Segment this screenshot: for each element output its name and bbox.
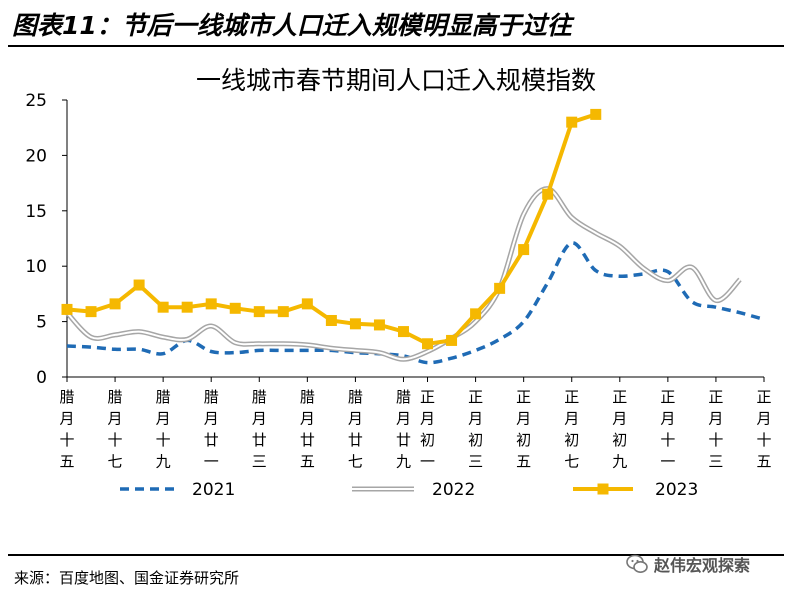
- data-point: [325, 314, 337, 326]
- x-tick-label: 正月初九: [612, 388, 627, 471]
- legend-item-2023: 2023: [573, 480, 698, 500]
- watermark: 赵伟宏观探索: [626, 551, 750, 577]
- chart-legend: 2021 2022 2023: [120, 480, 698, 500]
- x-tick-label: 腊月廿三: [252, 388, 267, 471]
- chart-title: 一线城市春节期间人口迁入规模指数: [196, 66, 596, 95]
- legend-label: 2021: [192, 480, 235, 500]
- source-note: 来源：百度地图、国金证券研究所: [14, 569, 240, 587]
- legend-item-2021: 2021: [120, 480, 235, 500]
- data-point: [205, 298, 217, 310]
- data-point: [301, 298, 313, 310]
- x-tick-label: 正月初五: [516, 388, 531, 471]
- x-tick-label: 正月十五: [756, 388, 771, 471]
- data-point: [542, 188, 554, 200]
- x-tick-label: 正月初七: [564, 388, 579, 471]
- x-tick-label: 腊月十七: [108, 388, 123, 471]
- bottom-divider: [8, 554, 784, 556]
- data-point: [109, 298, 121, 310]
- y-tick-label: 15: [25, 202, 47, 222]
- data-point: [85, 306, 97, 318]
- x-tick-label: 正月初一: [420, 388, 435, 471]
- data-point: [518, 244, 530, 256]
- data-point: [61, 303, 73, 315]
- x-tick-label: 腊月十五: [59, 388, 74, 471]
- series-line: [66, 241, 765, 365]
- x-tick-label: 腊月十九: [156, 388, 171, 471]
- data-point: [133, 279, 145, 291]
- data-point: [446, 334, 458, 346]
- data-point: [157, 301, 169, 313]
- data-point: [566, 116, 578, 128]
- chart-lines: [61, 108, 765, 365]
- y-tick-label: 10: [25, 257, 47, 277]
- data-point: [181, 301, 193, 313]
- data-point: [494, 282, 506, 294]
- data-point: [397, 326, 409, 338]
- series-2023: [61, 108, 602, 350]
- data-point: [422, 338, 434, 350]
- y-tick-label: 20: [25, 146, 47, 166]
- series-2022: [65, 186, 742, 362]
- data-point: [590, 108, 602, 120]
- x-tick-label: 腊月廿五: [300, 388, 315, 471]
- top-divider: [8, 45, 784, 47]
- series-line-inner: [66, 187, 741, 361]
- data-point: [373, 319, 385, 331]
- y-tick-label: 5: [36, 313, 47, 333]
- legend-marker: [597, 483, 609, 495]
- data-point: [470, 308, 482, 320]
- series-2021: [66, 241, 765, 365]
- watermark-text: 赵伟宏观探索: [654, 556, 751, 575]
- y-tick-label: 0: [36, 368, 47, 388]
- chart-axes: 0 5 10 15 20 25 腊月十五 腊月十七 腊月十九 腊月廿一 腊月廿三 腊月廿五 腊月廿七 腊月…: [25, 91, 771, 471]
- figure-title: 图表11：节后一线城市人口迁入规模明显高于过往: [12, 11, 572, 40]
- data-point: [349, 318, 361, 330]
- y-tick-label: 25: [25, 91, 47, 111]
- x-tick-label: 正月十三: [708, 388, 723, 471]
- legend-item-2022: 2022: [352, 480, 475, 500]
- legend-label: 2023: [655, 480, 698, 500]
- x-tick-label: 正月初三: [468, 388, 483, 471]
- legend-label: 2022: [432, 480, 475, 500]
- wechat-icon: [626, 554, 648, 573]
- x-tick-label: 腊月廿七: [348, 388, 363, 471]
- x-tick-label: 腊月廿一: [204, 388, 219, 471]
- x-tick-label: 腊月廿九: [396, 388, 411, 471]
- x-tick-label: 正月十一: [660, 388, 675, 471]
- data-point: [277, 306, 289, 318]
- data-point: [253, 306, 265, 318]
- data-point: [229, 302, 241, 314]
